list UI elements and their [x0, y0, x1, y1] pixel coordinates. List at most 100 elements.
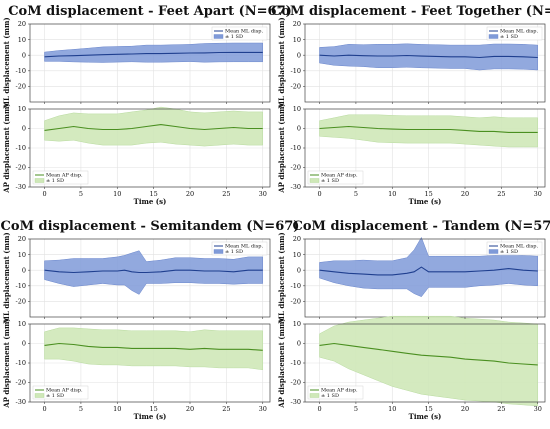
ap-xtick-label: 25 — [497, 190, 505, 198]
ml-ylabel: ML displacement (mm) — [2, 17, 11, 108]
ap-ytick-label: 10 — [18, 105, 26, 113]
ml-ytick-label: -10 — [16, 282, 26, 290]
ap-xtick-label: 10 — [388, 190, 396, 198]
ap-legend-sd-swatch — [34, 178, 45, 183]
ml-mean-line — [44, 51, 263, 58]
ap-ylabel: AP displacement (mm) — [2, 103, 11, 194]
ml-legend-sd-swatch — [488, 249, 499, 254]
ap-legend-sd-label: ± 1 SD — [321, 178, 339, 184]
ml-legend-box — [211, 26, 268, 41]
ml-sd-band — [44, 42, 263, 63]
ap-legend-box — [307, 385, 364, 400]
ap-mean-line — [319, 342, 538, 366]
ml-ylabel: ML displacement (mm) — [277, 17, 286, 108]
ml-ytick-label: 0 — [22, 266, 26, 274]
ml-ylabel: ML displacement (mm) — [2, 232, 11, 323]
ml-ytick-label: 10 — [293, 36, 301, 44]
ml-legend-box — [486, 26, 543, 41]
ml-legend-mean-label: Mean ML disp. — [500, 29, 538, 35]
ap-ylabel: AP displacement (mm) — [2, 318, 11, 409]
ap-xtick-label: 15 — [149, 405, 157, 413]
ap-legend-sd-label: ± 1 SD — [321, 393, 339, 399]
ml-ytick-label: 20 — [18, 20, 26, 28]
panel-title: CoM displacement - Semitandem (N=67) — [1, 219, 300, 234]
ap-ytick-label: 0 — [297, 340, 301, 348]
ap-xtick-label: 15 — [424, 190, 432, 198]
ml-ytick-label: 10 — [18, 36, 26, 44]
ap-xtick-label: 25 — [222, 190, 230, 198]
ap-ytick-label: -10 — [16, 359, 26, 367]
ap-ytick-label: -30 — [16, 398, 26, 406]
ap-xtick-label: 10 — [388, 405, 396, 413]
ap-mean-line — [44, 342, 263, 351]
ap-xtick-label: 30 — [259, 190, 267, 198]
ap-legend-sd-swatch — [309, 393, 320, 398]
ml-legend-mean-label: Mean ML disp. — [500, 244, 538, 250]
panel-3: CoM displacement - Semitandem (N=67) 20 10… — [1, 219, 300, 421]
ap-ytick-label: -30 — [16, 183, 26, 191]
ml-axes-frame — [29, 238, 271, 318]
ap-ytick-label: 10 — [18, 320, 26, 328]
panel-2: CoM displacement - Feet Together (N=67)2… — [271, 4, 550, 206]
ap-legend-sd-swatch — [309, 178, 320, 183]
ml-sd-band — [319, 43, 538, 71]
ml-legend-mean-label: Mean ML disp. — [225, 29, 263, 35]
ap-ytick-label: -20 — [291, 164, 301, 172]
ap-xtick-label: 15 — [149, 190, 157, 198]
ap-legend-mean-label: Mean AP disp. — [321, 388, 358, 394]
ap-xtick-label: 25 — [222, 405, 230, 413]
ap-xtick-label: 20 — [461, 190, 469, 198]
ap-sd-band — [44, 106, 263, 147]
ml-legend-sd-label: ± 1 SD — [500, 249, 518, 255]
ml-legend-box — [211, 241, 268, 256]
ap-ytick-label: -20 — [16, 164, 26, 172]
ml-legend-mean-label: Mean ML disp. — [225, 244, 263, 250]
ml-legend-sd-label: ± 1 SD — [225, 34, 243, 40]
ap-ytick-label: -30 — [291, 398, 301, 406]
ap-legend-sd-label: ± 1 SD — [46, 178, 64, 184]
ml-mean-line — [44, 269, 263, 274]
ap-xtick-label: 0 — [42, 405, 46, 413]
x-axis-label: Time (s) — [134, 197, 167, 206]
ml-ytick-label: -20 — [16, 298, 26, 306]
ap-xtick-label: 5 — [354, 190, 358, 198]
ap-mean-line — [44, 124, 263, 131]
ap-legend-mean-label: Mean AP disp. — [46, 173, 83, 179]
ap-ytick-label: 0 — [297, 125, 301, 133]
ap-ytick-label: -20 — [291, 379, 301, 387]
ml-ylabel: ML displacement (mm) — [277, 232, 286, 323]
ap-xtick-label: 30 — [534, 190, 542, 198]
ap-xtick-label: 0 — [42, 190, 46, 198]
panel-1: CoM displacement - Feet Apart (N=67)2010… — [2, 4, 292, 206]
ml-ytick-label: 10 — [293, 251, 301, 259]
ap-xtick-label: 10 — [113, 190, 121, 198]
ap-ytick-label: 10 — [293, 320, 301, 328]
ap-legend-mean-label: Mean AP disp. — [321, 173, 358, 179]
ap-xtick-label: 5 — [79, 405, 83, 413]
ap-xtick-label: 15 — [424, 405, 432, 413]
ap-ytick-label: 0 — [22, 125, 26, 133]
ml-mean-line — [319, 266, 538, 276]
ap-xtick-label: 20 — [186, 405, 194, 413]
ap-ytick-label: -20 — [16, 379, 26, 387]
ap-xtick-label: 20 — [461, 405, 469, 413]
ml-ytick-label: 20 — [293, 20, 301, 28]
ap-sd-band — [319, 315, 538, 407]
ap-ylabel: AP displacement (mm) — [277, 103, 286, 194]
panel-title: CoM displacement - Tandem (N=57) — [293, 219, 550, 234]
ap-xtick-label: 10 — [113, 405, 121, 413]
ap-ytick-label: -10 — [291, 359, 301, 367]
ap-ytick-label: -10 — [16, 144, 26, 152]
ml-ytick-label: -10 — [291, 282, 301, 290]
ap-ylabel: AP displacement (mm) — [277, 318, 286, 409]
ml-ytick-label: -20 — [291, 298, 301, 306]
ml-legend-sd-label: ± 1 SD — [225, 249, 243, 255]
ml-legend-box — [486, 241, 543, 256]
ap-xtick-label: 0 — [317, 190, 321, 198]
ml-ytick-label: -10 — [16, 67, 26, 75]
ap-xtick-label: 30 — [259, 405, 267, 413]
ml-axes-frame — [29, 23, 271, 103]
ml-legend-sd-swatch — [213, 249, 224, 254]
ml-ytick-label: 0 — [297, 266, 301, 274]
